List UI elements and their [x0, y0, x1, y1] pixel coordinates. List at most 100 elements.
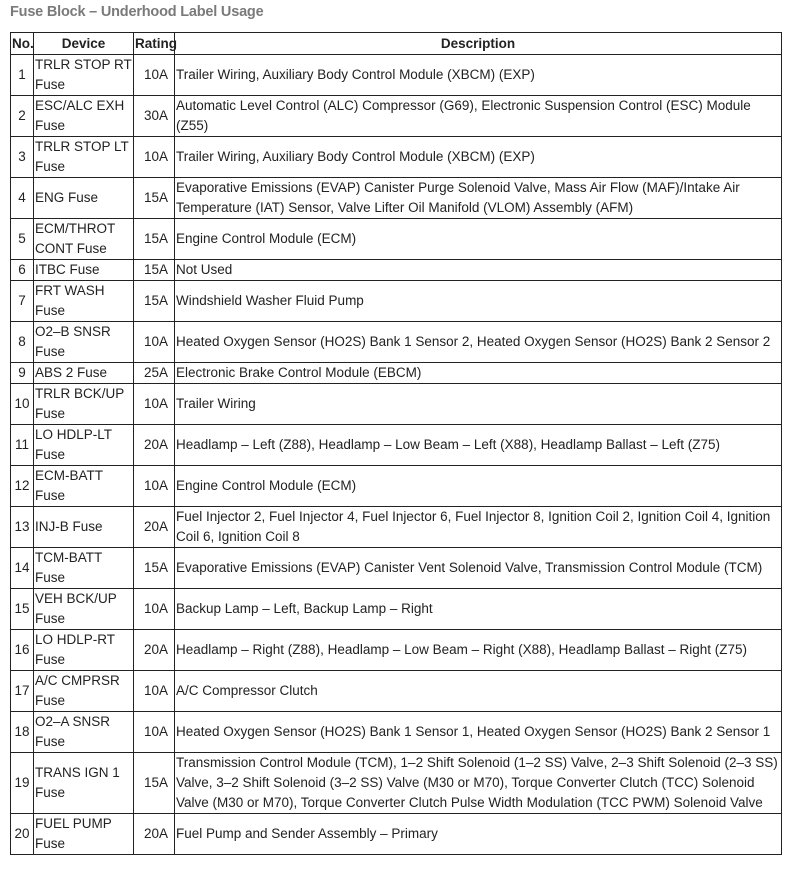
- cell-rating: 15A: [133, 218, 175, 260]
- header-description: Description: [174, 32, 782, 55]
- header-rating: Rating: [133, 32, 177, 55]
- table-body: 1 TRLR STOP RT Fuse 10A Trailer Wiring, Aux…: [10, 54, 782, 855]
- table-row: 11 LO HDLP-LT Fuse 20A Headlamp – Left (Z88…: [10, 424, 782, 466]
- cell-no: 16: [10, 629, 34, 671]
- cell-device: LO HDLP-RT Fuse: [33, 629, 134, 671]
- cell-no: 14: [10, 547, 34, 589]
- cell-rating: 10A: [133, 670, 175, 712]
- cell-description: Not Used: [174, 259, 782, 281]
- header-device: Device: [33, 32, 134, 55]
- table-row: 2 ESC/ALC EXH Fuse 30A Automatic Level Cont…: [10, 95, 782, 137]
- table-row: 5 ECM/THROT CONT Fuse 15A Engine Control Mo…: [10, 218, 782, 260]
- cell-no: 6: [10, 259, 34, 281]
- cell-rating: 10A: [133, 711, 175, 753]
- cell-no: 8: [10, 321, 34, 363]
- cell-no: 15: [10, 588, 34, 630]
- cell-description: Trailer Wiring: [174, 383, 782, 425]
- cell-device: ECM-BATT Fuse: [33, 465, 134, 507]
- cell-device: TRLR STOP LT Fuse: [33, 136, 134, 178]
- cell-device: VEH BCK/UP Fuse: [33, 588, 134, 630]
- cell-description: Fuel Pump and Sender Assembly – Primary: [174, 813, 782, 855]
- table-row: 3 TRLR STOP LT Fuse 10A Trailer Wiring, Aux…: [10, 136, 782, 178]
- cell-rating: 15A: [133, 280, 175, 322]
- cell-rating: 15A: [133, 752, 175, 814]
- table-row: 17 A/C CMPRSR Fuse 10A A/C Compressor Clutc…: [10, 670, 782, 712]
- table-row: 18 O2–A SNSR Fuse 10A Heated Oxygen Sensor …: [10, 711, 782, 753]
- table-row: 10 TRLR BCK/UP Fuse 10A Trailer Wiring: [10, 383, 782, 425]
- cell-rating: 25A: [133, 362, 175, 384]
- cell-description: Trailer Wiring, Auxiliary Body Control M…: [174, 136, 782, 178]
- cell-device: ENG Fuse: [33, 177, 134, 219]
- cell-description: Engine Control Module (ECM): [174, 218, 782, 260]
- cell-device: O2–B SNSR Fuse: [33, 321, 134, 363]
- page-title: Fuse Block – Underhood Label Usage: [10, 4, 264, 20]
- cell-description: A/C Compressor Clutch: [174, 670, 782, 712]
- cell-no: 13: [10, 506, 34, 548]
- cell-rating: 10A: [133, 588, 175, 630]
- cell-description: Trailer Wiring, Auxiliary Body Control M…: [174, 54, 782, 96]
- cell-rating: 20A: [133, 813, 175, 855]
- cell-no: 2: [10, 95, 34, 137]
- cell-device: FUEL PUMP Fuse: [33, 813, 134, 855]
- table-row: 12 ECM-BATT Fuse 10A Engine Control Module …: [10, 465, 782, 507]
- cell-no: 17: [10, 670, 34, 712]
- table-row: 19 TRANS IGN 1 Fuse 15A Transmission Contro…: [10, 752, 782, 814]
- cell-rating: 20A: [133, 629, 175, 671]
- cell-rating: 15A: [133, 259, 175, 281]
- cell-no: 12: [10, 465, 34, 507]
- cell-description: Heated Oxygen Sensor (HO2S) Bank 1 Senso…: [174, 321, 782, 363]
- table-row: 13 INJ-B Fuse 20A Fuel Injector 2, Fuel Inj…: [10, 506, 782, 548]
- cell-device: TRANS IGN 1 Fuse: [33, 752, 134, 814]
- cell-description: Transmission Control Module (TCM), 1–2 S…: [174, 752, 782, 814]
- cell-rating: 10A: [133, 383, 175, 425]
- table-row: 16 LO HDLP-RT Fuse 20A Headlamp – Right (Z8…: [10, 629, 782, 671]
- cell-description: Windshield Washer Fluid Pump: [174, 280, 782, 322]
- cell-no: 19: [10, 752, 34, 814]
- table-row: 7 FRT WASH Fuse 15A Windshield Washer Fluid…: [10, 280, 782, 322]
- cell-no: 5: [10, 218, 34, 260]
- cell-rating: 30A: [133, 95, 175, 137]
- cell-no: 18: [10, 711, 34, 753]
- cell-description: Headlamp – Right (Z88), Headlamp – Low B…: [174, 629, 782, 671]
- cell-device: ECM/THROT CONT Fuse: [33, 218, 134, 260]
- table-row: 1 TRLR STOP RT Fuse 10A Trailer Wiring, Aux…: [10, 54, 782, 96]
- cell-no: 4: [10, 177, 34, 219]
- cell-device: TCM-BATT Fuse: [33, 547, 134, 589]
- cell-device: TRLR BCK/UP Fuse: [33, 383, 134, 425]
- cell-rating: 10A: [133, 321, 175, 363]
- cell-device: TRLR STOP RT Fuse: [33, 54, 134, 96]
- cell-description: Automatic Level Control (ALC) Compressor…: [174, 95, 782, 137]
- table-row: 9 ABS 2 Fuse 25A Electronic Brake Control M…: [10, 362, 782, 384]
- table-row: 8 O2–B SNSR Fuse 10A Heated Oxygen Sensor (…: [10, 321, 782, 363]
- cell-rating: 10A: [133, 54, 175, 96]
- cell-device: ESC/ALC EXH Fuse: [33, 95, 134, 137]
- cell-no: 7: [10, 280, 34, 322]
- table-row: 15 VEH BCK/UP Fuse 10A Backup Lamp – Left, …: [10, 588, 782, 630]
- cell-no: 3: [10, 136, 34, 178]
- cell-description: Backup Lamp – Left, Backup Lamp – Right: [174, 588, 782, 630]
- table-row: 14 TCM-BATT Fuse 15A Evaporative Emissions …: [10, 547, 782, 589]
- cell-no: 10: [10, 383, 34, 425]
- cell-no: 11: [10, 424, 34, 466]
- cell-rating: 20A: [133, 506, 175, 548]
- cell-description: Headlamp – Left (Z88), Headlamp – Low Be…: [174, 424, 782, 466]
- cell-rating: 15A: [133, 177, 175, 219]
- cell-description: Evaporative Emissions (EVAP) Canister Ve…: [174, 547, 782, 589]
- cell-device: O2–A SNSR Fuse: [33, 711, 134, 753]
- cell-device: ABS 2 Fuse: [33, 362, 134, 384]
- cell-device: ITBC Fuse: [33, 259, 134, 281]
- header-no: No.: [10, 32, 34, 55]
- cell-description: Evaporative Emissions (EVAP) Canister Pu…: [174, 177, 782, 219]
- cell-device: INJ-B Fuse: [33, 506, 134, 548]
- table-header-row: No. Device Rating Description: [10, 32, 782, 55]
- cell-no: 9: [10, 362, 34, 384]
- table-row: 4 ENG Fuse 15A Evaporative Emissions (EVAP)…: [10, 177, 782, 219]
- cell-device: FRT WASH Fuse: [33, 280, 134, 322]
- cell-rating: 15A: [133, 547, 175, 589]
- table-row: 20 FUEL PUMP Fuse 20A Fuel Pump and Sender …: [10, 813, 782, 855]
- cell-no: 1: [10, 54, 34, 96]
- cell-no: 20: [10, 813, 34, 855]
- cell-description: Fuel Injector 2, Fuel Injector 4, Fuel I…: [174, 506, 782, 548]
- cell-description: Heated Oxygen Sensor (HO2S) Bank 1 Senso…: [174, 711, 782, 753]
- cell-device: LO HDLP-LT Fuse: [33, 424, 134, 466]
